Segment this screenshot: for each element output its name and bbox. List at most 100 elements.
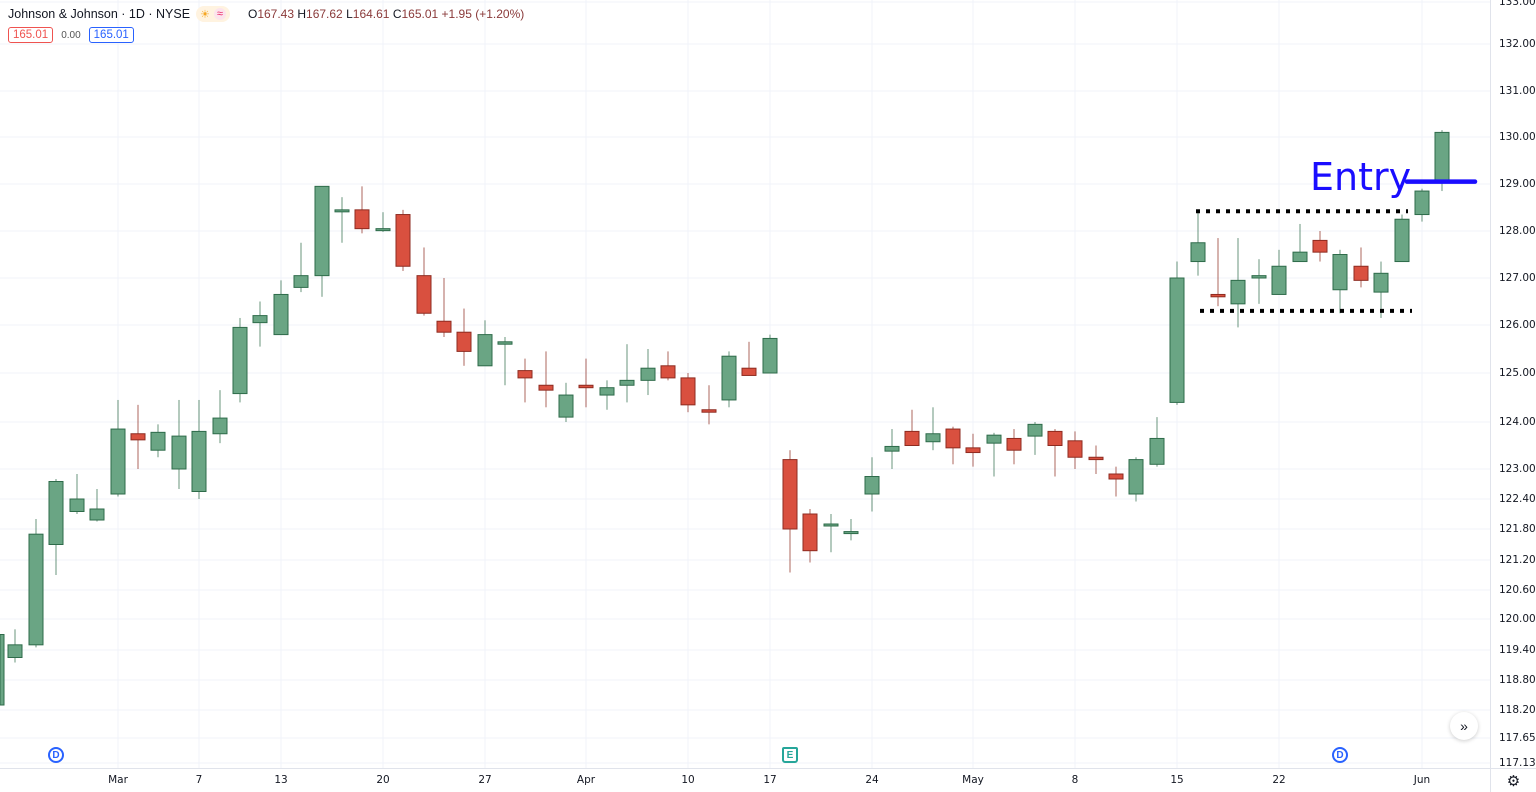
candle-up[interactable]	[1251, 259, 1267, 304]
candle-up[interactable]	[1394, 214, 1410, 263]
candle-down[interactable]	[782, 450, 798, 573]
candle-body	[1332, 254, 1348, 291]
candle-up[interactable]	[293, 242, 309, 293]
candle-down[interactable]	[1210, 238, 1226, 307]
candle-up[interactable]	[89, 489, 105, 522]
candle-body	[558, 394, 574, 418]
buy-price-button[interactable]: 165.01	[88, 27, 134, 43]
earnings-icon[interactable]: E	[782, 747, 798, 763]
candle-down[interactable]	[904, 409, 920, 446]
candle-down[interactable]	[517, 358, 533, 403]
candle-down[interactable]	[965, 433, 981, 467]
price-tick-label: 131.00	[1499, 85, 1536, 97]
chart-settings-button[interactable]: ⚙	[1490, 768, 1536, 792]
candle-up[interactable]	[252, 301, 268, 347]
candle-up[interactable]	[375, 212, 391, 232]
candle-up[interactable]	[232, 317, 248, 403]
candle-down[interactable]	[1353, 247, 1369, 288]
candle-up[interactable]	[1332, 249, 1348, 314]
candle-up[interactable]	[48, 479, 64, 575]
candle-up[interactable]	[1149, 417, 1165, 467]
candle-up[interactable]	[1373, 261, 1389, 318]
candle-up[interactable]	[558, 382, 574, 422]
ohlc-values: O167.43 H167.62 L164.61 C165.01 +1.95 (+…	[248, 7, 524, 21]
close-label: C	[392, 7, 402, 21]
sell-price-button[interactable]: 165.01	[8, 27, 54, 43]
candle-up[interactable]	[864, 457, 880, 512]
chart-pane[interactable]	[0, 0, 1490, 768]
candle-up[interactable]	[28, 519, 44, 648]
candle-down[interactable]	[741, 341, 757, 376]
symbol-title[interactable]: Johnson & Johnson · 1D · NYSE	[8, 7, 191, 21]
candle-down[interactable]	[436, 278, 452, 337]
candle-down[interactable]	[1047, 429, 1063, 477]
candle-up[interactable]	[925, 407, 941, 451]
dividend-icon[interactable]: D	[48, 747, 64, 763]
candle-down[interactable]	[945, 426, 961, 465]
candle-up[interactable]	[1414, 188, 1430, 222]
candle-up[interactable]	[212, 390, 228, 444]
candle-down[interactable]	[701, 385, 717, 425]
candle-up[interactable]	[334, 197, 350, 243]
candle-down[interactable]	[538, 351, 554, 408]
candle-up[interactable]	[273, 280, 289, 336]
candle-body	[293, 275, 309, 288]
market-status-badges[interactable]: ☀ ≈	[196, 6, 230, 22]
gear-icon: ⚙	[1506, 772, 1521, 790]
time-tick-label: 27	[478, 774, 492, 786]
candle-down[interactable]	[1108, 466, 1124, 497]
candlestick-chart[interactable]	[0, 0, 1490, 768]
candle-up[interactable]	[110, 399, 126, 497]
candle-down[interactable]	[680, 373, 696, 413]
time-axis[interactable]: Mar 7 13 20 27 Apr 10 17 24 May 8 15 22 Jun	[0, 768, 1490, 792]
candle-up[interactable]	[1292, 223, 1308, 263]
candle-down[interactable]	[130, 404, 146, 469]
candle-down[interactable]	[395, 209, 411, 271]
candle-up[interactable]	[69, 474, 85, 514]
candle-up[interactable]	[191, 399, 207, 499]
candle-up[interactable]	[1169, 261, 1185, 405]
candle-down[interactable]	[660, 351, 676, 381]
price-axis[interactable]: 133.00 132.00 131.00 130.00 129.00 128.00 127.…	[1490, 0, 1536, 769]
candle-up[interactable]	[171, 399, 187, 489]
candle-down[interactable]	[456, 308, 472, 366]
candle-up[interactable]	[640, 349, 656, 396]
candle-down[interactable]	[1067, 431, 1083, 469]
candle-up[interactable]	[762, 334, 778, 374]
candle-up[interactable]	[0, 634, 5, 706]
candle-down[interactable]	[1312, 231, 1328, 262]
candle-up[interactable]	[1271, 249, 1287, 295]
candle-up[interactable]	[497, 337, 513, 386]
candle-up[interactable]	[843, 519, 859, 541]
candle-down[interactable]	[1088, 445, 1104, 475]
candle-up[interactable]	[7, 629, 23, 663]
candle-up[interactable]	[884, 429, 900, 469]
time-tick-label: Mar	[108, 774, 128, 786]
candle-up[interactable]	[619, 344, 635, 403]
candle-up[interactable]	[150, 424, 166, 458]
candle-body	[660, 365, 676, 379]
candle-body	[130, 433, 146, 441]
candle-up[interactable]	[477, 320, 493, 367]
scroll-to-realtime-button[interactable]: »	[1450, 712, 1478, 740]
candle-up[interactable]	[1027, 422, 1043, 455]
candle-up[interactable]	[986, 432, 1002, 477]
candle-down[interactable]	[354, 186, 370, 234]
candle-up[interactable]	[823, 514, 839, 553]
candle-up[interactable]	[721, 351, 737, 408]
candle-down[interactable]	[802, 509, 818, 563]
candle-up[interactable]	[1128, 457, 1144, 502]
candle-body	[1312, 239, 1328, 253]
candle-body	[721, 355, 737, 401]
entry-annotation-label[interactable]: Entry	[1310, 155, 1412, 199]
candle-down[interactable]	[1006, 429, 1022, 465]
candle-down[interactable]	[578, 358, 594, 408]
candle-down[interactable]	[416, 247, 432, 316]
candle-up[interactable]	[1230, 238, 1246, 328]
candle-up[interactable]	[599, 380, 615, 410]
candle-body	[1128, 459, 1144, 495]
dividend-icon[interactable]: D	[1332, 747, 1348, 763]
candle-body	[578, 384, 594, 389]
candle-up[interactable]	[1190, 212, 1206, 276]
candle-up[interactable]	[314, 185, 330, 297]
